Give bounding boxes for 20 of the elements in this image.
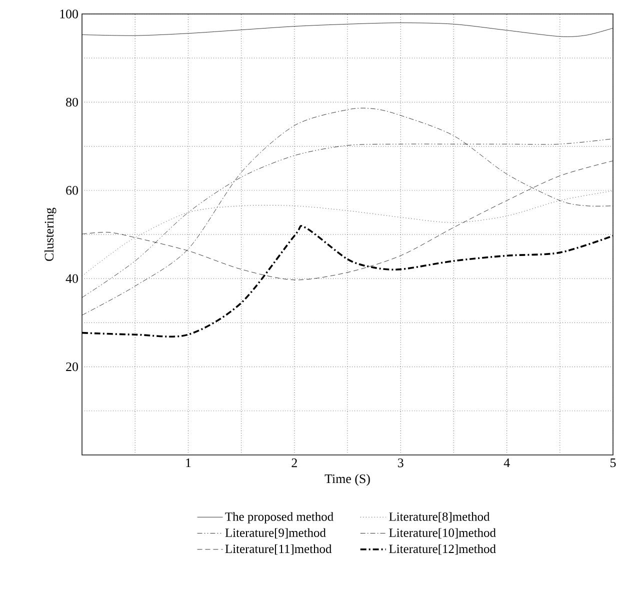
x-tick-label: 3 [398, 458, 404, 468]
legend-label: Literature[12]method [389, 544, 496, 555]
x-axis-title: Time (S) [324, 474, 370, 486]
y-tick-label: 60 [66, 186, 78, 195]
line-series [82, 22, 614, 37]
legend-label: The proposed method [225, 512, 334, 524]
y-tick-label: 80 [66, 98, 78, 107]
legend-label: Literature[9]method [225, 528, 326, 539]
legend-label: Literature[8]method [389, 512, 490, 522]
line-series [82, 108, 614, 316]
x-tick-label: 4 [504, 458, 510, 468]
x-tick-label: 2 [292, 458, 297, 468]
legend-label: Literature[11]method [225, 544, 332, 555]
x-tick-label: 1 [186, 458, 191, 468]
y-axis-title: Clustering [44, 208, 56, 261]
legend-label: Literature[10]method [389, 528, 496, 539]
x-tick-label: 5 [610, 458, 616, 468]
y-tick-label: 100 [60, 10, 78, 18]
y-tick-label: 40 [66, 274, 78, 283]
y-tick-label: 20 [66, 362, 78, 372]
